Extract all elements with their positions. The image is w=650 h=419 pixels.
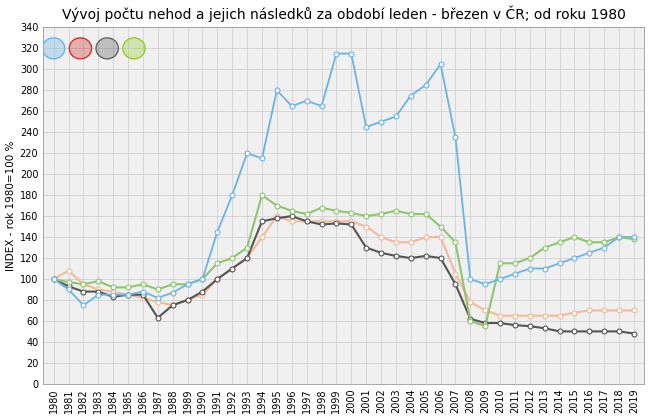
Ellipse shape bbox=[123, 38, 145, 59]
Ellipse shape bbox=[42, 38, 65, 59]
Title: Vývoj počtu nehod a jejich následků za období leden - březen v ČR; od roku 1980: Vývoj počtu nehod a jejich následků za o… bbox=[62, 5, 626, 22]
Y-axis label: INDEX - rok 1980=100 %: INDEX - rok 1980=100 % bbox=[6, 140, 16, 271]
Ellipse shape bbox=[96, 38, 118, 59]
Ellipse shape bbox=[70, 38, 92, 59]
